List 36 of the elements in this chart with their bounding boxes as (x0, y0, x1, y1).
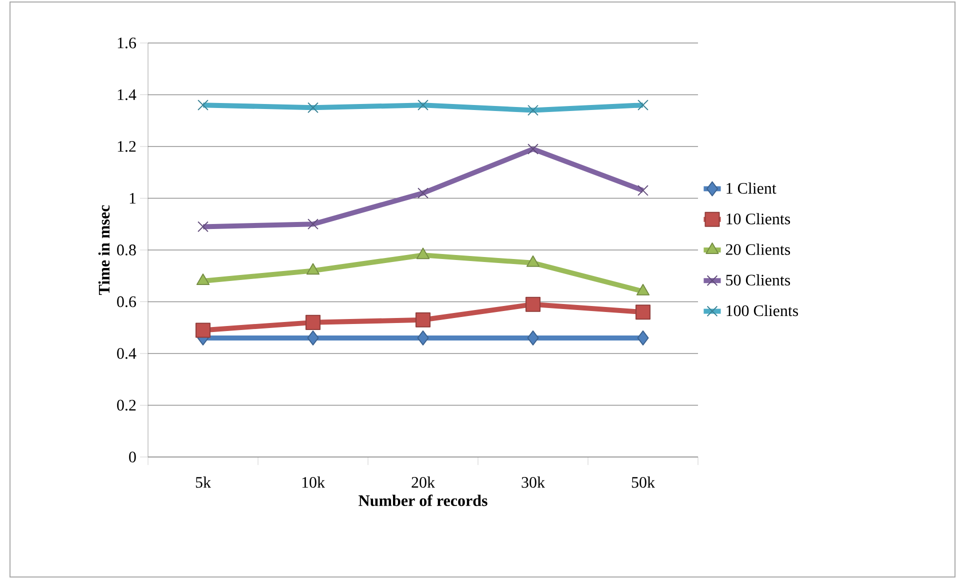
legend-label: 100 Clients (726, 304, 798, 316)
x-axis-title: Number of records (358, 494, 488, 506)
point (636, 304, 650, 320)
y-tick-label: 0.2 (117, 400, 136, 411)
y-tick-label: 0.4 (117, 348, 136, 359)
x-tick-label: 20k (412, 476, 436, 488)
y-tick-label: 1.2 (118, 141, 136, 152)
point (306, 314, 321, 330)
y-tick-label: 0.6 (117, 296, 136, 308)
x-tick-label: 50k (632, 476, 655, 488)
legend-label: 50 Clients (726, 274, 790, 286)
point (307, 330, 319, 346)
point (638, 185, 648, 196)
point (416, 312, 431, 328)
y-tick-label: 1 (130, 192, 136, 204)
legend-label: 20 Clients (726, 244, 790, 255)
point (417, 330, 429, 346)
y-tick-label: 0 (129, 452, 136, 462)
point (526, 296, 541, 312)
point (527, 330, 539, 346)
y-tick-label: 0.8 (117, 244, 136, 256)
point (528, 144, 538, 155)
point (637, 330, 649, 346)
y-tick-label: 1.6 (118, 38, 136, 48)
point (418, 188, 428, 199)
point (198, 221, 208, 232)
legend-label: 1 Client (726, 182, 776, 194)
legend-label: 10 Clients (726, 213, 790, 224)
point (196, 322, 211, 338)
y-tick-label: 1.4 (118, 89, 136, 100)
x-tick-label: 10k (302, 476, 326, 488)
point (196, 274, 210, 286)
x-tick-label: 30k (522, 476, 545, 488)
x-tick-label: 5k (196, 476, 212, 488)
point (308, 218, 318, 230)
y-axis-title: Time in msec (98, 205, 110, 295)
